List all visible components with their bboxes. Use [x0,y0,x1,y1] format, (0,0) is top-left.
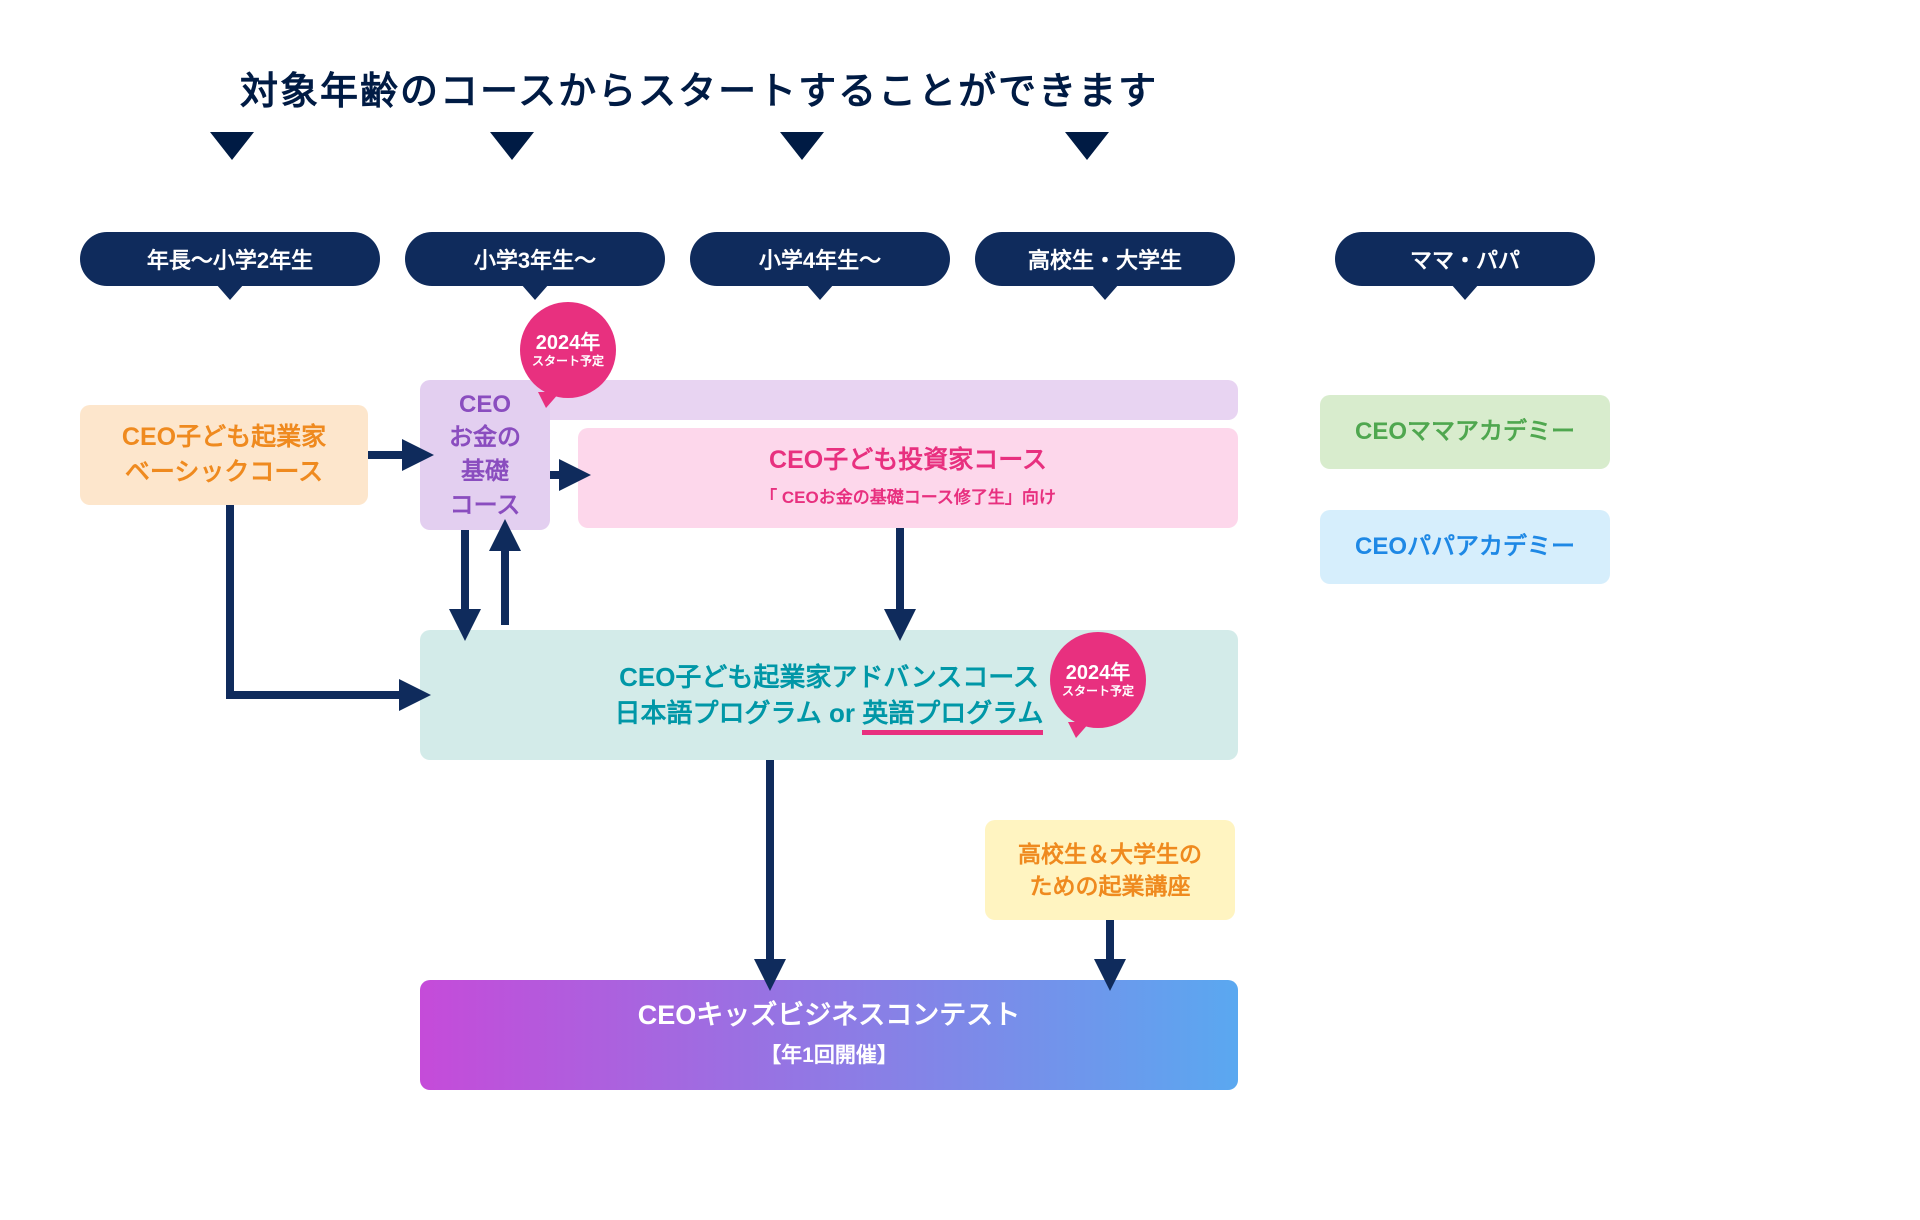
box-mama: CEOママアカデミー [1320,395,1610,469]
box-contest: CEOキッズビジネスコンテスト【年1回開催】 [420,980,1238,1090]
box-basic: CEO子ども起業家ベーシックコース [80,405,368,505]
entry-arrow-2 [780,132,824,160]
age-pill-3: 高校生・大学生 [975,232,1235,286]
age-pill-4: ママ・パパ [1335,232,1595,286]
box-papa: CEOパパアカデミー [1320,510,1610,584]
entry-arrow-3 [1065,132,1109,160]
bubble-advance-en: 2024年スタート予定 [1050,632,1146,728]
age-pill-1: 小学3年生〜 [405,232,665,286]
bubble-money-basic: 2024年スタート予定 [520,302,616,398]
box-money-basic: CEOお金の基礎コース [420,380,550,530]
entry-arrow-0 [210,132,254,160]
box-investor: CEO子ども投資家コース「 CEOお金の基礎コース修了生」向け [578,428,1238,528]
box-purple-bar [550,380,1238,420]
age-pill-0: 年長〜小学2年生 [80,232,380,286]
box-highschool: 高校生＆大学生のための起業講座 [985,820,1235,920]
entry-arrow-1 [490,132,534,160]
age-pill-2: 小学4年生〜 [690,232,950,286]
page-title: 対象年齢のコースからスタートすることができます [240,60,1158,115]
